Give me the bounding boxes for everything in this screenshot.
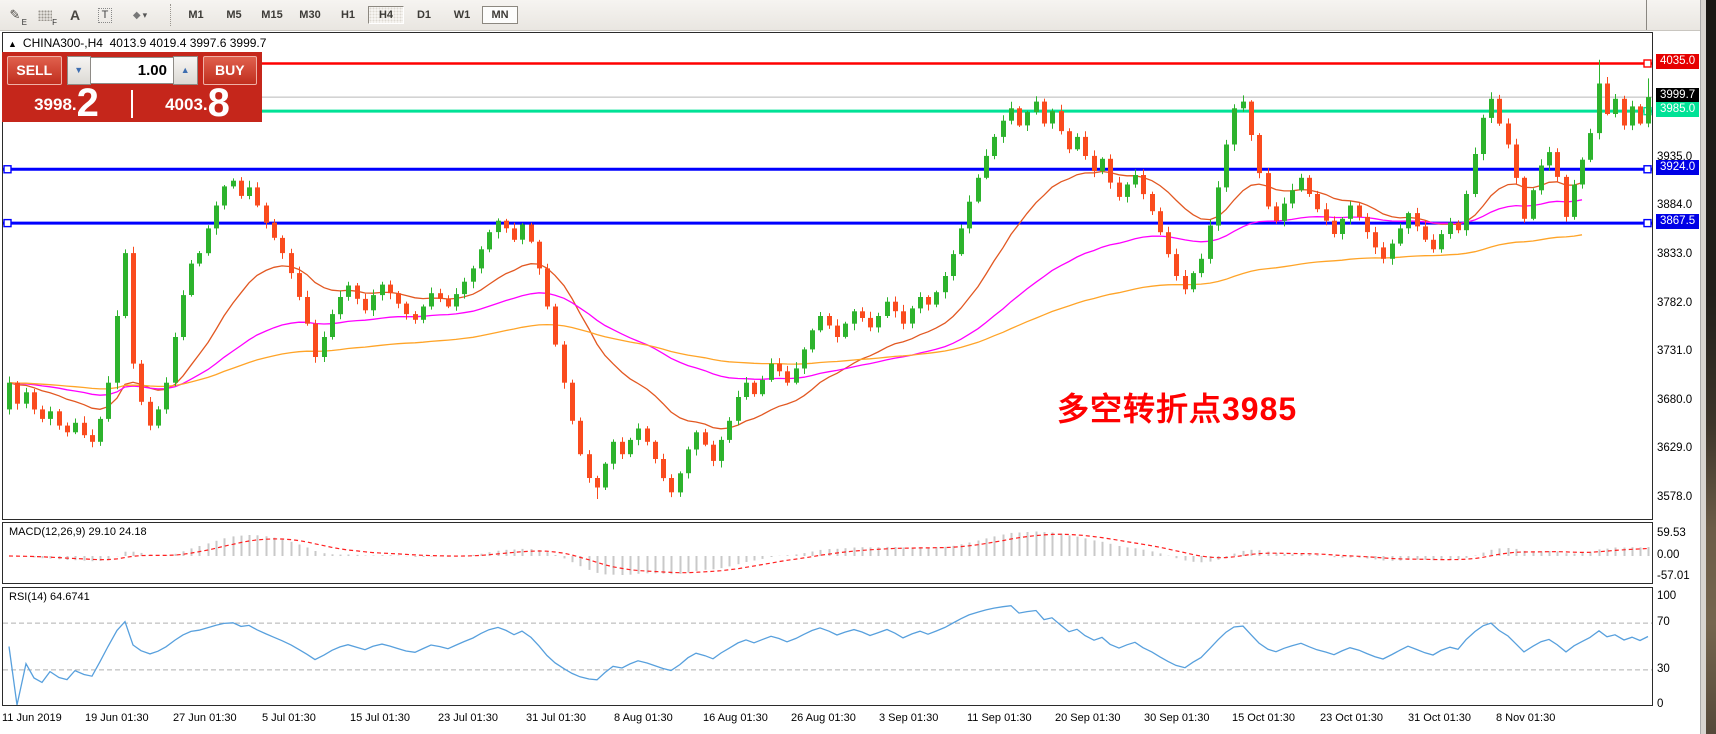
price-tick-3680.0: 3680.0: [1657, 394, 1693, 406]
price-line-label-3924.0: 3924.0: [1656, 160, 1700, 175]
macd-chart: [8, 531, 1650, 575]
text-label-icon: T: [97, 7, 113, 23]
time-axis-label-13: 30 Sep 01:30: [1144, 712, 1210, 724]
symbol-header: ▲ CHINA300-,H4 4013.9 4019.4 3997.6 3999.…: [8, 36, 266, 50]
symbol-name: CHINA300-,H4: [22, 36, 103, 50]
time-axis-label-10: 3 Sep 01:30: [879, 712, 939, 724]
time-axis-label-2: 27 Jun 01:30: [173, 712, 237, 724]
toolbar: ✎ E F A T ◆ ▾ M1 M5 M15 M30 H1 H4 D1 W1 MN: [0, 0, 1706, 31]
rsi-panel[interactable]: RSI(14) 64.6741: [2, 587, 1653, 706]
tab-timeframe-H1[interactable]: H1: [340, 9, 356, 21]
volume-increase-button[interactable]: ▲: [173, 55, 198, 85]
price-tick-3731.0: 3731.0: [1657, 345, 1693, 357]
price-tick-3629.0: 3629.0: [1657, 442, 1693, 454]
toolbar-end-divider: [1646, 0, 1647, 30]
symbol-ohlc: 4013.9 4019.4 3997.6 3999.7: [109, 36, 267, 50]
rsi-header: RSI(14) 64.6741: [9, 591, 90, 603]
time-axis-label-5: 23 Jul 01:30: [438, 712, 498, 724]
collapse-trade-panel-icon[interactable]: ▲: [8, 39, 17, 49]
price-tick-3782.0: 3782.0: [1657, 297, 1693, 309]
time-axis-label-9: 26 Aug 01:30: [791, 712, 856, 724]
time-axis-label-3: 5 Jul 01:30: [262, 712, 316, 724]
sell-price[interactable]: 3998. 2: [2, 81, 131, 125]
chevron-down-icon: ▾: [142, 9, 148, 20]
window-edge-dark: [1706, 0, 1716, 734]
rsi-axis-0: 0: [1657, 698, 1664, 710]
price-line-label-4035.0: 4035.0: [1656, 54, 1700, 69]
rsi-chart: [3, 605, 1652, 705]
one-click-trade-panel: SELL ▼ ▲ BUY 3998.2 4003.8: [2, 52, 262, 125]
volume-input[interactable]: [91, 56, 173, 84]
toolbar-separator: [170, 4, 171, 26]
main-chart-panel[interactable]: [2, 32, 1653, 520]
macd-header: MACD(12,26,9) 29.10 24.18: [9, 526, 147, 538]
price-line-label-3999.7: 3999.7: [1656, 88, 1700, 103]
macd-axis--57.01: -57.01: [1657, 570, 1690, 582]
buy-price-dot: .: [202, 95, 208, 114]
tab-timeframe-W1[interactable]: W1: [453, 9, 471, 21]
sell-button[interactable]: SELL: [7, 55, 62, 85]
buy-button[interactable]: BUY: [202, 55, 257, 85]
objects-grid-icon: [38, 9, 52, 21]
time-axis-label-4: 15 Jul 01:30: [350, 712, 410, 724]
trade-panel-divider: [131, 90, 133, 118]
sell-price-dot: .: [71, 95, 77, 114]
text-tool-button[interactable]: A: [62, 3, 88, 27]
tab-timeframe-M1[interactable]: M1: [188, 9, 204, 21]
buy-price[interactable]: 4003. 8: [133, 81, 262, 125]
annotation-text: 多空转折点3985: [1057, 391, 1298, 427]
time-axis-label-14: 15 Oct 01:30: [1232, 712, 1295, 724]
tab-timeframe-H4[interactable]: H4: [368, 6, 404, 24]
buy-price-main: 4003: [165, 95, 203, 114]
candlestick-chart[interactable]: [3, 33, 1652, 519]
volume-decrease-button[interactable]: ▼: [66, 55, 91, 85]
tab-timeframe-MN[interactable]: MN: [482, 6, 518, 24]
tab-timeframe-M15[interactable]: M15: [261, 9, 283, 21]
time-axis-label-15: 23 Oct 01:30: [1320, 712, 1383, 724]
rsi-axis-30: 30: [1657, 663, 1670, 675]
price-tick-3833.0: 3833.0: [1657, 248, 1693, 260]
shapes-tool-button[interactable]: ◆ ▾: [122, 3, 158, 27]
time-axis-label-17: 8 Nov 01:30: [1496, 712, 1556, 724]
price-tick-3578.0: 3578.0: [1657, 491, 1693, 503]
price-line-label-3867.5: 3867.5: [1656, 214, 1700, 229]
time-axis-label-16: 31 Oct 01:30: [1408, 712, 1471, 724]
indicators-icon-sub: E: [21, 18, 27, 27]
time-axis-label-6: 31 Jul 01:30: [526, 712, 586, 724]
text-a-icon: A: [69, 7, 81, 23]
tab-timeframe-D1[interactable]: D1: [416, 9, 432, 21]
rsi-axis-100: 100: [1657, 590, 1677, 602]
trade-panel-top-row: SELL ▼ ▲ BUY: [2, 52, 262, 88]
buy-price-big: 8: [207, 81, 230, 125]
time-axis-label-1: 19 Jun 01:30: [85, 712, 149, 724]
sell-price-big: 2: [76, 81, 99, 125]
shapes-icon: ◆: [132, 9, 141, 21]
tab-timeframe-M30[interactable]: M30: [299, 9, 321, 21]
tab-timeframe-M5[interactable]: M5: [226, 9, 242, 21]
time-axis-label-8: 16 Aug 01:30: [703, 712, 768, 724]
trade-panel-price-row: 3998. 2 4003. 8: [2, 81, 262, 125]
macd-axis-59.53: 59.53: [1657, 527, 1686, 539]
time-axis-label-7: 8 Aug 01:30: [614, 712, 673, 724]
indicators-tool-button[interactable]: ✎ E: [2, 3, 28, 27]
window-edge-light: [1700, 0, 1707, 734]
sell-price-main: 3998: [34, 95, 72, 114]
indicators-icon: ✎: [9, 7, 21, 22]
macd-axis-0.00: 0.00: [1657, 549, 1680, 561]
time-axis-label-12: 20 Sep 01:30: [1055, 712, 1121, 724]
rsi-axis-70: 70: [1657, 616, 1670, 628]
objects-icon-sub: F: [52, 18, 57, 27]
price-line-label-3985.0: 3985.0: [1656, 102, 1700, 117]
time-axis-label-0: 11 Jun 2019: [2, 712, 62, 724]
time-axis-label-11: 11 Sep 01:30: [967, 712, 1032, 724]
macd-panel[interactable]: MACD(12,26,9) 29.10 24.18: [2, 522, 1653, 584]
price-tick-3884.0: 3884.0: [1657, 199, 1693, 211]
timeframe-bar: M1 M5 M15 M30 H1 H4 D1 W1 MN: [177, 6, 519, 24]
text-label-tool-button[interactable]: T: [92, 3, 118, 27]
objects-tool-button[interactable]: F: [32, 3, 58, 27]
